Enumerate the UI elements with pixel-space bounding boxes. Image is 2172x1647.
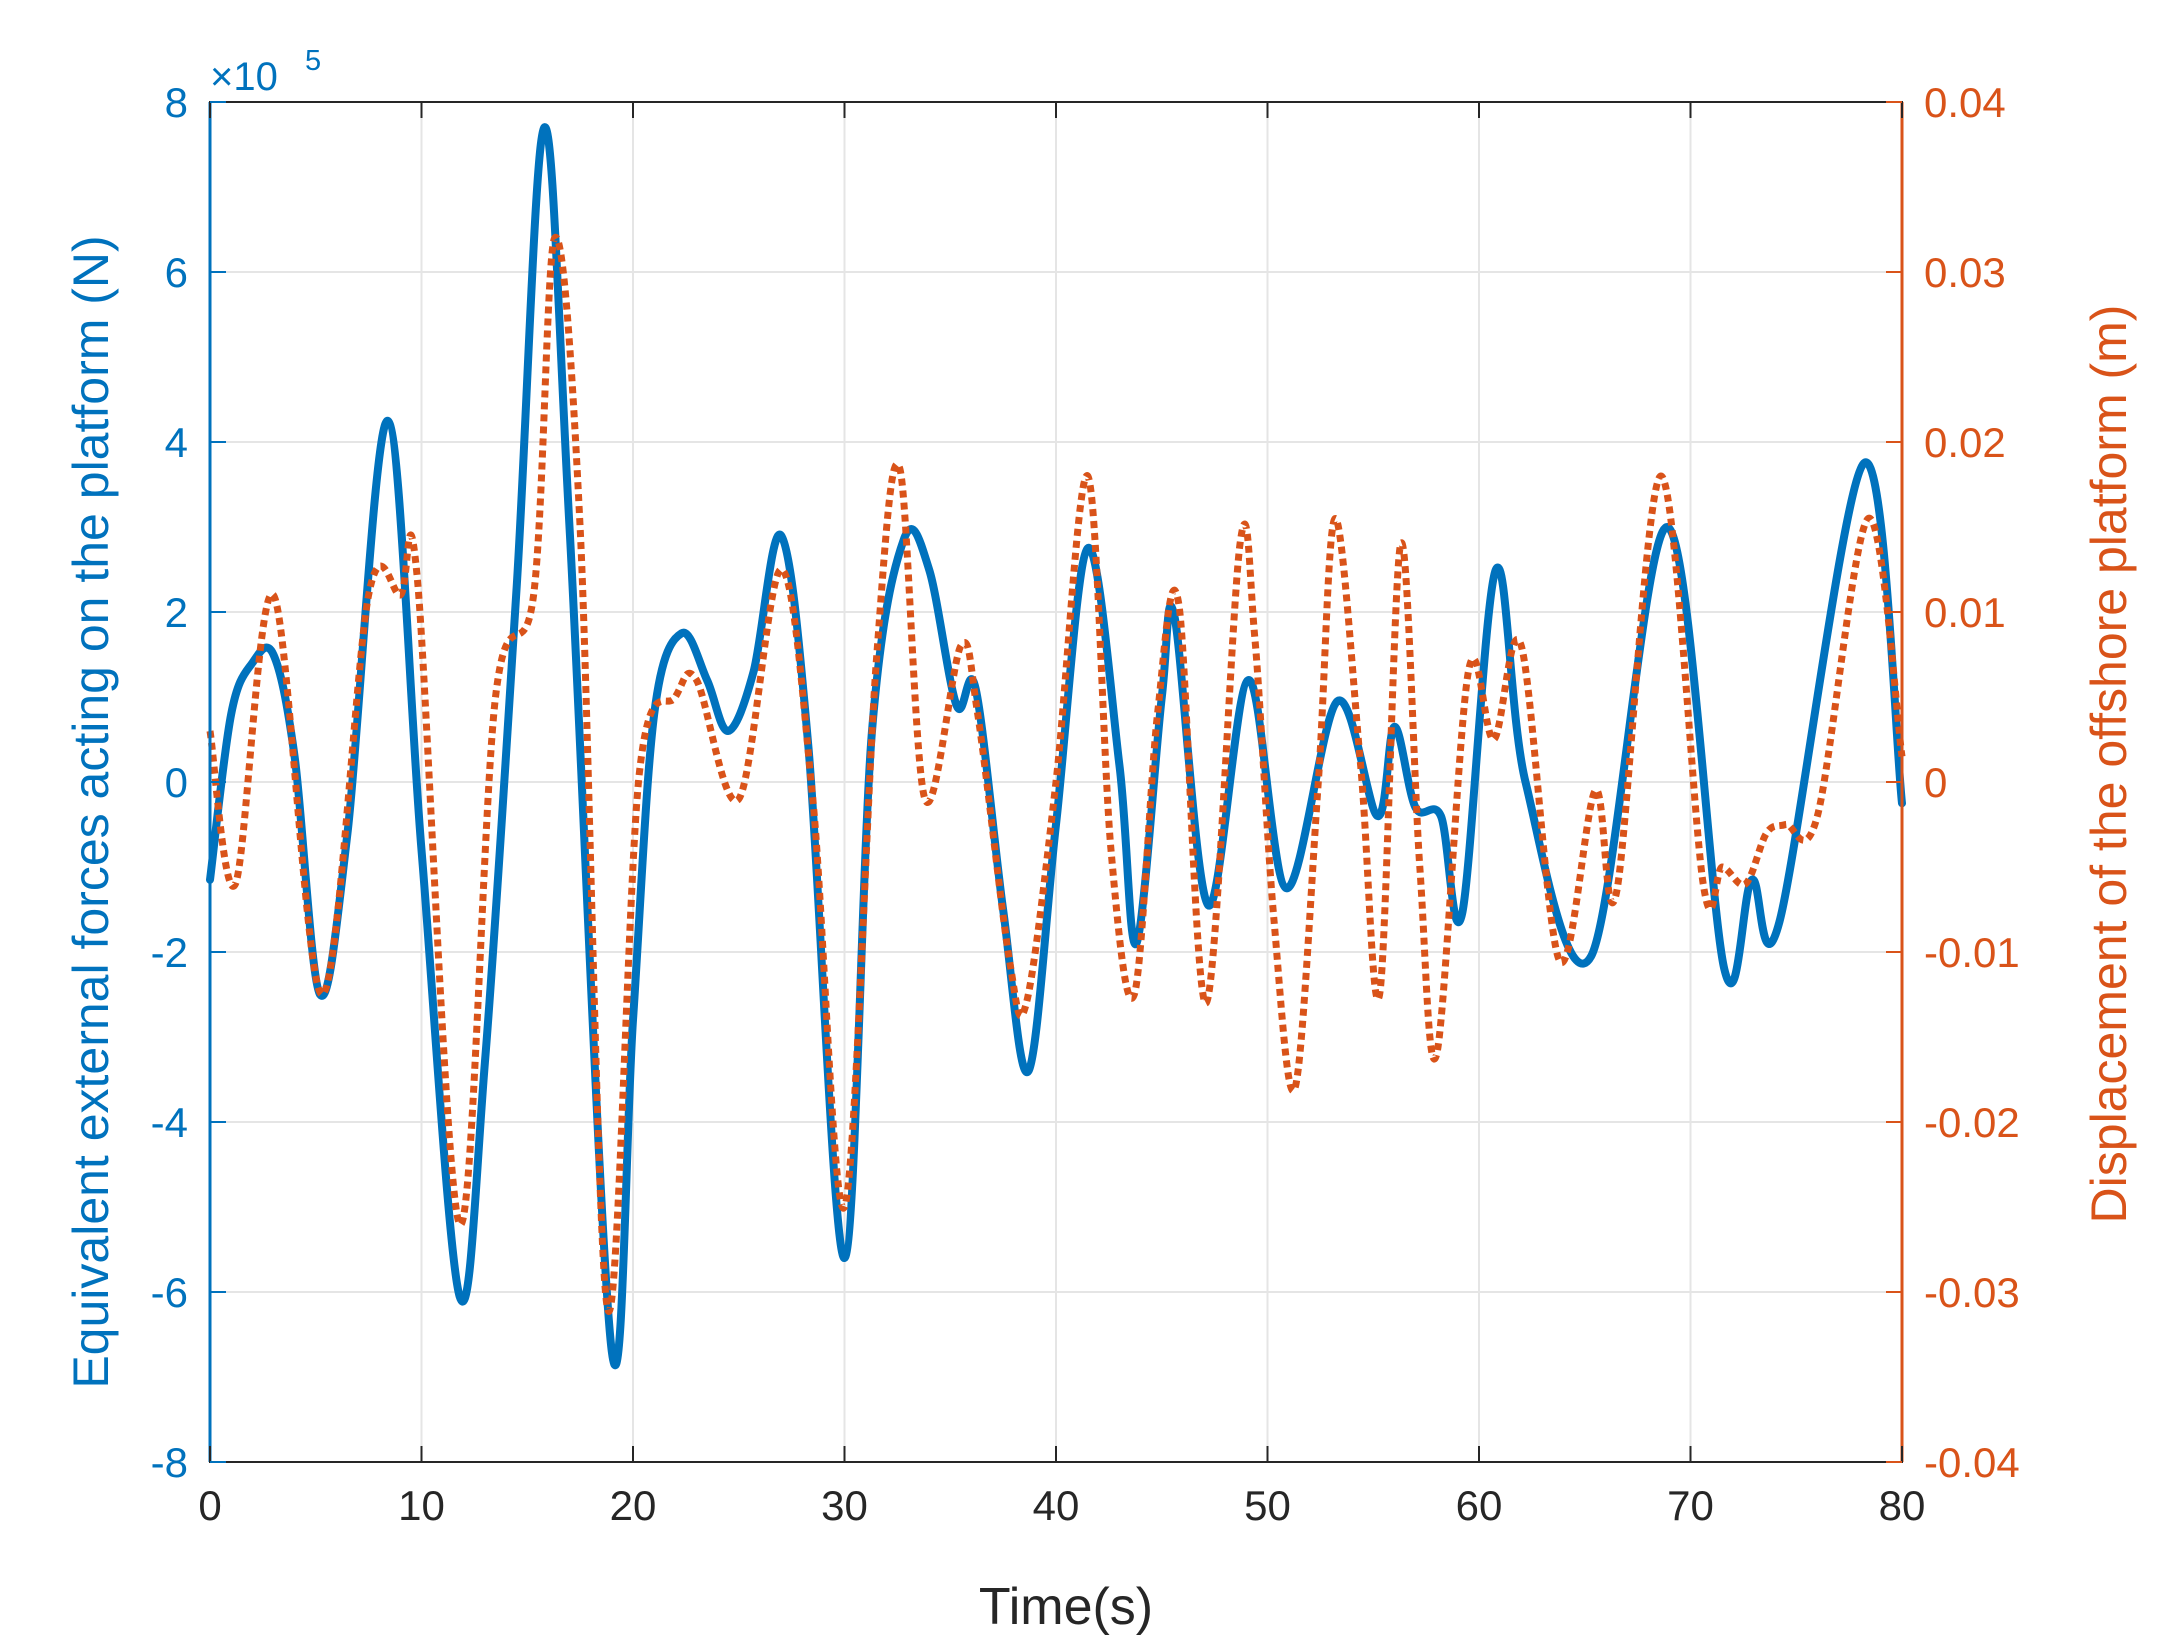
x-tick-label: 20 (610, 1482, 657, 1529)
x-axis-label: Time(s) (979, 1578, 1153, 1636)
x-tick-label: 70 (1667, 1482, 1714, 1529)
x-tick-label: 30 (821, 1482, 868, 1529)
left-axis-exponent: ×10 (210, 55, 278, 99)
right-y-tick-label: 0.04 (1924, 79, 2006, 126)
right-y-axis-label: Displacement of the offshore platform (m… (2081, 305, 2137, 1224)
right-y-tick-label: 0.02 (1924, 419, 2006, 466)
left-y-tick-label: 6 (165, 249, 188, 296)
right-y-axis-ticks: -0.04 -0.03 -0.02 -0.01 0 0.01 0.02 0.03 0.04 (1886, 79, 2020, 1486)
left-y-tick-label: -8 (151, 1439, 188, 1486)
x-tick-label: 10 (398, 1482, 445, 1529)
left-y-tick-label: 2 (165, 589, 188, 636)
left-y-tick-label: 4 (165, 419, 188, 466)
left-y-tick-label: -4 (151, 1099, 188, 1146)
right-y-tick-label: -0.01 (1924, 929, 2020, 976)
left-y-tick-label: -6 (151, 1269, 188, 1316)
x-tick-label: 0 (198, 1482, 221, 1529)
left-y-axis-ticks: -8 -6 -4 -2 0 2 4 6 8 (151, 79, 226, 1486)
displacement-series-line (206, 233, 1906, 1316)
right-y-tick-label: 0.01 (1924, 589, 2006, 636)
left-y-tick-label: -2 (151, 929, 188, 976)
right-y-tick-label: -0.02 (1924, 1099, 2020, 1146)
right-y-tick-label: 0.03 (1924, 249, 2006, 296)
left-axis-exponent-power: 5 (305, 45, 321, 77)
right-y-tick-label: 0 (1924, 759, 1947, 806)
x-tick-label: 80 (1879, 1482, 1926, 1529)
left-y-tick-label: 0 (165, 759, 188, 806)
force-series-line (206, 123, 1906, 1370)
right-y-tick-label: -0.03 (1924, 1269, 2020, 1316)
series-group (206, 123, 1906, 1370)
x-axis-ticks: 0 10 20 30 40 50 60 70 80 (198, 102, 1925, 1529)
x-tick-label: 50 (1244, 1482, 1291, 1529)
left-y-axis-label: Equivalent external forces acting on the… (63, 235, 119, 1388)
left-y-tick-label: 8 (165, 79, 188, 126)
x-tick-label: 60 (1456, 1482, 1503, 1529)
x-tick-label: 40 (1033, 1482, 1080, 1529)
right-y-tick-label: -0.04 (1924, 1439, 2020, 1486)
